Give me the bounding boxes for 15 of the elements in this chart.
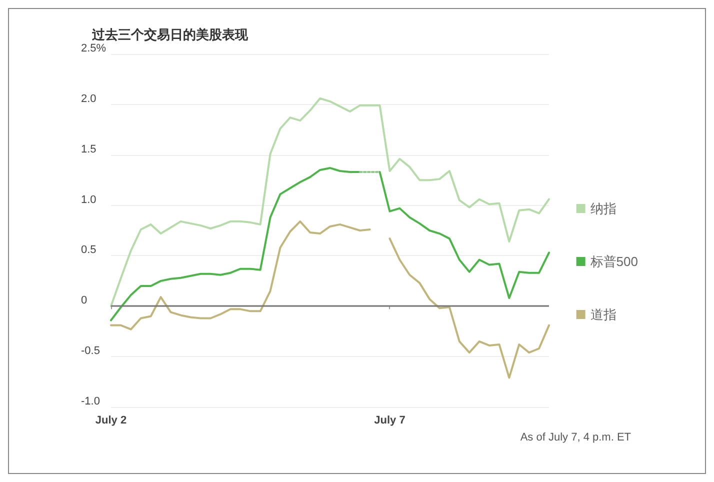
y-tick-label: 0.5 <box>81 244 96 256</box>
y-tick-label: 1.0 <box>81 194 96 206</box>
y-tick-label: 1.5 <box>81 143 96 156</box>
y-tick-label: 2.0 <box>81 92 96 105</box>
y-tick-label: -0.5 <box>81 345 100 358</box>
y-tick-label: 0 <box>81 294 88 307</box>
legend-label: 纳指 <box>590 201 616 216</box>
y-tick-label: -1.0 <box>81 396 100 408</box>
text: As of July 7, 4 p.m. ET <box>520 432 632 444</box>
y-tick-label: 2.5% <box>81 42 106 54</box>
chart-title: 过去三个交易日的美股表现 <box>91 27 249 42</box>
x-tick-label: July 2 <box>95 414 127 426</box>
legend-label: 标普500 <box>589 254 638 269</box>
legend-label: 道指 <box>590 307 616 322</box>
x-tick-label: July 7 <box>374 414 406 426</box>
